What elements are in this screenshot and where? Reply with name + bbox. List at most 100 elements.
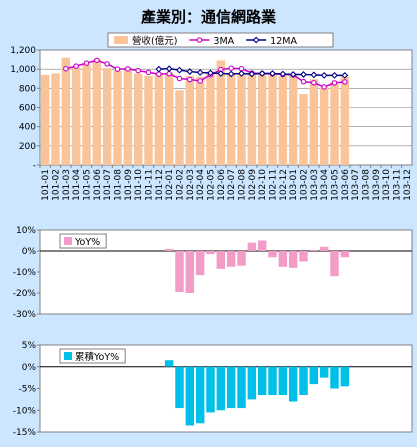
x-tick-label: 102-11 (269, 169, 279, 201)
x-tick-label: 103-05 (331, 169, 341, 201)
y-tick-label: 600 (19, 104, 36, 114)
legend-label: 3MA (213, 36, 234, 47)
x-tick-label: 101-07 (103, 169, 113, 201)
line-point (310, 71, 318, 79)
x-tick-label: 103-04 (320, 169, 330, 201)
bar (299, 94, 308, 165)
bar (195, 366, 205, 424)
x-tick-label: 101-10 (134, 169, 144, 201)
y-tick-label: 1,200 (10, 46, 36, 56)
y-tick-label: 200 (19, 142, 36, 152)
line-point (83, 60, 90, 66)
bar (237, 366, 246, 409)
x-tick-label: 101-02 (52, 169, 62, 201)
line-point (176, 66, 183, 74)
legend-swatch (64, 237, 72, 245)
bar (340, 76, 350, 165)
series-line-3ma (65, 59, 345, 88)
legend-box (59, 348, 126, 364)
x-tick-label: 102-02 (176, 169, 186, 201)
bar (113, 70, 122, 165)
line-point (104, 61, 110, 67)
x-tick-label: 103-11 (393, 169, 403, 201)
line-point (300, 78, 307, 85)
bar (154, 73, 164, 165)
y-tick-label: -5% (18, 385, 36, 395)
x-tick-label: 101-04 (72, 169, 82, 201)
line-point (186, 68, 194, 75)
bar (268, 251, 277, 258)
line-point (228, 65, 234, 71)
bar (226, 251, 236, 267)
bar (299, 366, 308, 396)
chart-title: 產業別：通信網路業 (140, 8, 276, 26)
bar (340, 251, 350, 258)
x-tick-label: 101-06 (93, 169, 103, 201)
x-tick-label: 103-07 (351, 169, 361, 201)
legend-entry: 12MA (246, 36, 297, 47)
bar (61, 57, 71, 165)
bar (309, 249, 319, 251)
bar (206, 71, 215, 165)
bar (288, 251, 298, 268)
bar (309, 79, 319, 165)
x-tick-label: 101-08 (114, 169, 124, 201)
legend-label: 累積YoY% (75, 351, 119, 363)
line-point (258, 70, 266, 77)
bar (299, 251, 308, 262)
line-point (196, 69, 204, 76)
y-tick-label: -15% (13, 428, 37, 438)
line-point (207, 69, 214, 77)
bar (330, 82, 339, 165)
x-tick-label: 102-05 (207, 169, 217, 201)
bar (278, 75, 288, 165)
bar (123, 67, 133, 165)
line-point (63, 65, 69, 72)
y-tick-label: -20% (13, 289, 37, 299)
bar (164, 248, 174, 251)
bar (278, 366, 288, 396)
line-point (125, 66, 131, 72)
bar (330, 251, 339, 277)
x-tick-label: 103-10 (382, 169, 392, 201)
legend-swatch (114, 36, 128, 44)
bar (51, 73, 60, 165)
bar (216, 366, 226, 411)
legend: 累積YoY% (59, 348, 126, 364)
line-point (341, 72, 349, 79)
legend-box (107, 32, 334, 48)
bar (319, 87, 329, 165)
legend-marker (252, 36, 260, 44)
x-tick-label: 103-08 (362, 169, 372, 201)
x-tick-label: 103-09 (372, 169, 382, 201)
line-point (166, 71, 172, 77)
y-tick-label: 5% (22, 341, 37, 351)
bar (92, 59, 102, 165)
line-point (331, 72, 338, 79)
x-tick-label: 103-12 (403, 169, 413, 201)
line-point (248, 70, 256, 78)
line-point (269, 70, 276, 77)
line-point (311, 80, 317, 86)
bar (288, 366, 298, 402)
x-tick-label: 102-04 (196, 169, 206, 201)
x-tick-label: 101-03 (62, 169, 72, 201)
line-point (197, 78, 203, 84)
bar (175, 90, 184, 165)
legend-label: 營收(億元) (132, 35, 177, 47)
legend-swatch (64, 352, 72, 360)
line-point (187, 76, 193, 83)
bar (206, 251, 215, 255)
bar (185, 251, 195, 293)
line-point (94, 57, 100, 64)
legend-label: YoY% (74, 237, 100, 248)
y-tick-label: -30% (13, 310, 37, 320)
bar (185, 366, 195, 426)
chart-panel-2: 10% 0% -10% -20% -30% YoY% (13, 226, 413, 320)
bar (319, 366, 329, 378)
x-tick-label: 101-05 (83, 169, 93, 201)
y-tick-label: 0% (22, 363, 37, 373)
bar (40, 74, 50, 165)
